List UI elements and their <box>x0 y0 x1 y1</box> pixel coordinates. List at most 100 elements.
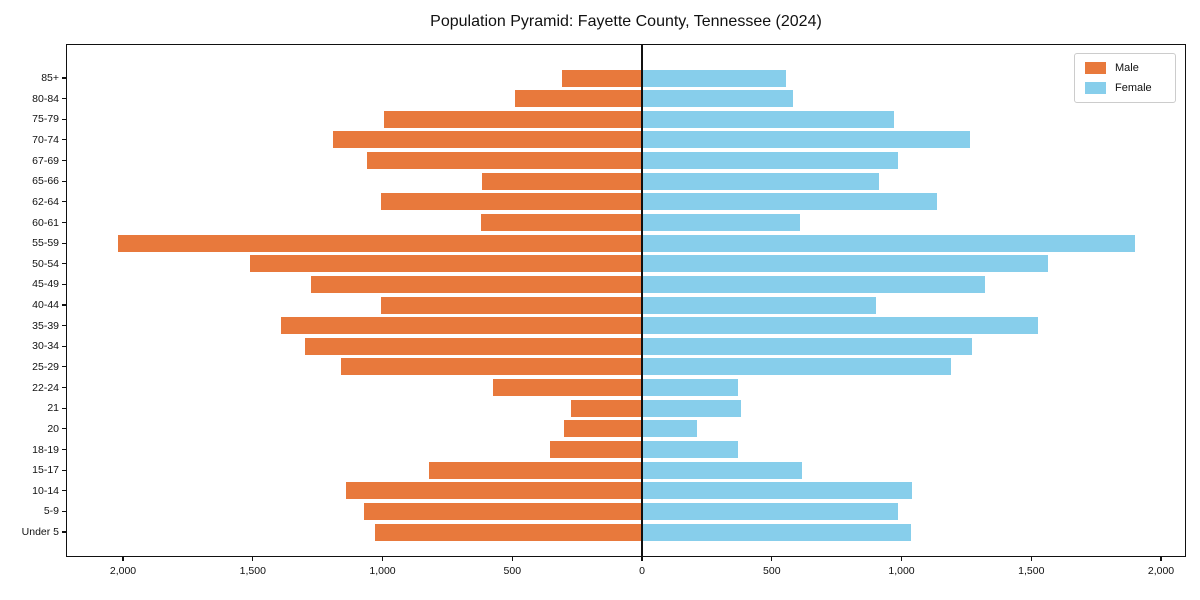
male-bar-30-34 <box>304 337 642 355</box>
male-bar-62-64 <box>381 193 642 211</box>
female-bar-21 <box>642 399 741 417</box>
female-bar-20 <box>642 420 697 438</box>
female-bar-15-17 <box>642 461 802 479</box>
female-bar-35-39 <box>642 317 1038 335</box>
legend-entry-male: Male <box>1085 62 1165 74</box>
ytick-label-15-17: 15-17 <box>32 464 59 477</box>
male-bar-25-29 <box>341 358 642 376</box>
ytick-label-70-74: 70-74 <box>32 133 59 146</box>
female-bar-60-61 <box>642 214 801 231</box>
female-bar-5-9 <box>642 502 898 520</box>
male-bar-45-49 <box>311 275 642 293</box>
ytick-22-24 <box>61 386 66 389</box>
female-bar-under-5 <box>642 523 911 541</box>
ytick-50-54 <box>61 263 66 265</box>
male-bar-10-14 <box>346 482 642 500</box>
female-bar-45-49 <box>642 275 985 293</box>
xtick-label-6: 1,000 <box>888 565 915 577</box>
legend: Male Female <box>1074 53 1176 103</box>
ytick-60-61 <box>61 221 66 224</box>
plot-inner: 85+ 80-84 75-79 70-74 67-69 65-66 62-64 60-61 55… <box>22 45 1185 577</box>
zero-axis-line <box>641 45 643 556</box>
ytick-18-19 <box>61 448 66 451</box>
xtick-label-4: 0 <box>639 565 645 577</box>
ytick-label-10-14: 10-14 <box>32 484 59 497</box>
female-bar-62-64 <box>642 193 937 211</box>
male-bar-15-17 <box>429 461 642 479</box>
ytick-55-59 <box>61 242 66 244</box>
male-bar-85 <box>561 69 642 87</box>
female-bar-18-19 <box>642 441 738 458</box>
female-bar-80-84 <box>642 90 793 108</box>
ytick-40-44 <box>61 304 66 306</box>
xtick-label-7: 1,500 <box>1018 565 1045 577</box>
ytick-15-17 <box>61 469 66 471</box>
male-bar-75-79 <box>383 110 642 128</box>
xtick-1 <box>252 556 254 561</box>
male-bar-21 <box>570 399 642 417</box>
ytick-20 <box>61 428 66 430</box>
female-bar-22-24 <box>642 379 738 396</box>
ytick-label-67-69: 67-69 <box>32 154 59 167</box>
ytick-label-60-61: 60-61 <box>32 216 59 229</box>
xtick-5 <box>771 556 773 561</box>
ytick-label-45-49: 45-49 <box>32 278 59 291</box>
ytick-21 <box>61 407 66 409</box>
ytick-label-18-19: 18-19 <box>32 443 59 456</box>
xtick-0 <box>122 556 124 561</box>
female-bar-85 <box>642 69 786 87</box>
ytick-65-66 <box>61 180 66 182</box>
ytick-label-40-44: 40-44 <box>32 299 59 311</box>
male-bar-18-19 <box>549 441 642 458</box>
ytick-67-69 <box>61 159 66 162</box>
ytick-10-14 <box>61 490 66 492</box>
xtick-label-0: 2,000 <box>109 565 137 577</box>
male-bar-22-24 <box>492 379 642 396</box>
xtick-label-5: 500 <box>763 565 781 577</box>
ytick-label-35-39: 35-39 <box>32 319 59 332</box>
male-color-swatch <box>1085 62 1106 74</box>
xtick-2 <box>381 556 384 561</box>
ytick-85 <box>61 77 66 79</box>
male-bar-20 <box>564 420 642 438</box>
female-bar-70-74 <box>642 131 971 149</box>
ytick-label-22-24: 22-24 <box>32 381 59 394</box>
ytick-label-50-54: 50-54 <box>32 257 59 270</box>
ytick-label-85: 85+ <box>41 72 59 84</box>
ytick-75-79 <box>61 118 66 120</box>
xtick-label-2: 1,000 <box>369 565 396 577</box>
male-bar-65-66 <box>482 172 642 190</box>
legend-male-label: Male <box>1115 62 1139 74</box>
female-bar-40-44 <box>642 296 876 314</box>
legend-entry-female: Female <box>1085 82 1165 94</box>
male-bar-35-39 <box>281 317 642 335</box>
female-bar-25-29 <box>642 358 951 376</box>
male-bar-60-61 <box>481 214 642 231</box>
male-bar-67-69 <box>366 152 642 169</box>
ytick-30-34 <box>61 345 66 347</box>
ytick-label-20: 20 <box>47 422 59 435</box>
female-bar-55-59 <box>642 234 1136 252</box>
ytick-label-21: 21 <box>47 402 59 415</box>
ytick-under-5 <box>61 531 66 533</box>
xtick-6 <box>900 556 903 561</box>
ytick-25-29 <box>61 366 66 368</box>
ytick-label-62-64: 62-64 <box>32 195 59 208</box>
xtick-label-3: 500 <box>503 565 522 577</box>
male-bar-5-9 <box>364 502 642 520</box>
female-color-swatch <box>1085 82 1106 94</box>
female-bar-75-79 <box>642 110 894 128</box>
male-bar-40-44 <box>381 296 642 314</box>
male-bar-50-54 <box>250 255 642 273</box>
ytick-label-80-84: 80-84 <box>32 92 59 105</box>
chart-title: Population Pyramid: Fayette County, Tenn… <box>430 13 822 30</box>
male-bar-80-84 <box>514 90 642 108</box>
xtick-7 <box>1030 556 1032 561</box>
female-bar-50-54 <box>642 255 1049 273</box>
xtick-8 <box>1160 556 1162 561</box>
ytick-5-9 <box>61 510 66 512</box>
female-bar-30-34 <box>642 337 972 355</box>
plot-area: 85+ 80-84 75-79 70-74 67-69 65-66 62-64 60-61 55… <box>22 44 1186 577</box>
female-bar-10-14 <box>642 482 912 500</box>
